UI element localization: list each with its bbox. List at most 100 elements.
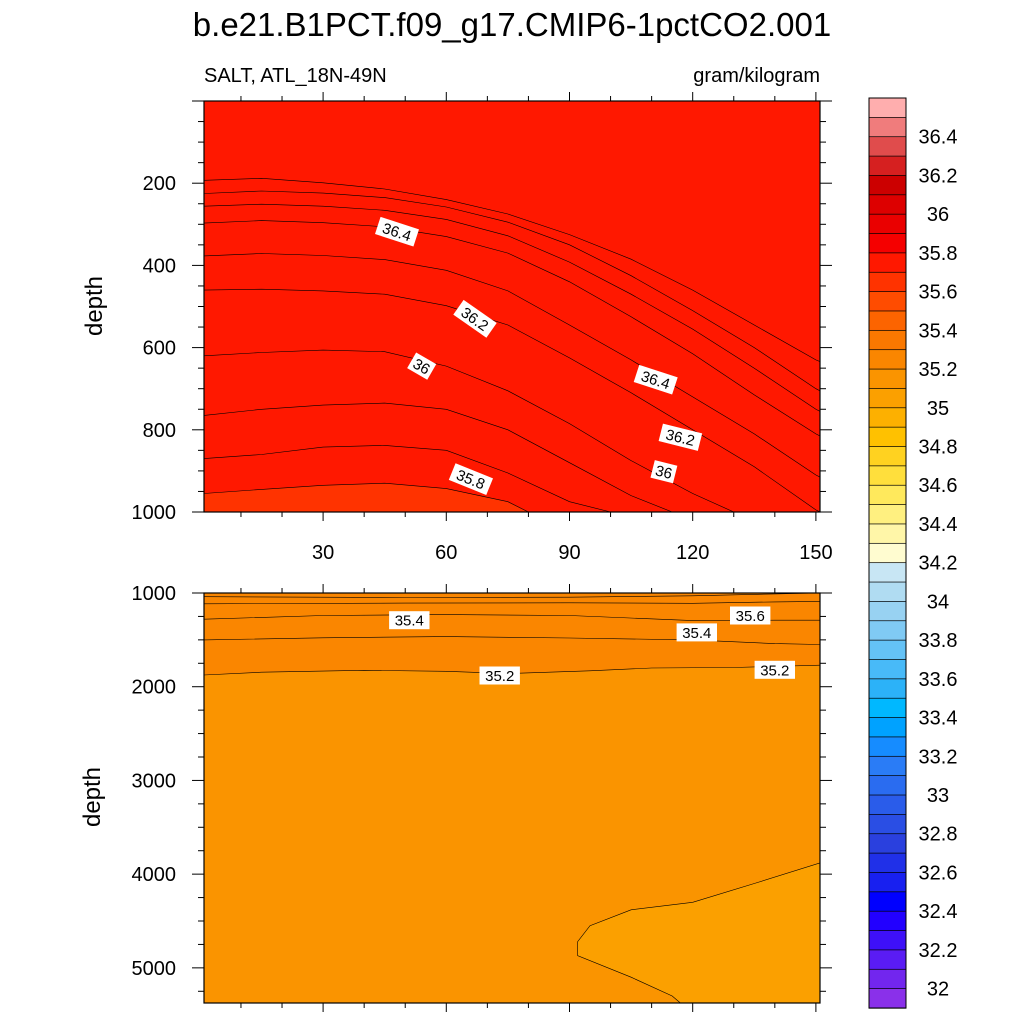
contour-label-box bbox=[658, 423, 703, 451]
y-tick-label: 4000 bbox=[132, 864, 177, 886]
colorbar-bin bbox=[868, 233, 907, 254]
upper-y-axis-label: depth bbox=[81, 276, 108, 336]
lower-contour-line bbox=[204, 601, 820, 605]
colorbar-bin bbox=[868, 271, 907, 293]
colorbar-label: 35 bbox=[927, 398, 949, 420]
colorbar-bin bbox=[868, 697, 907, 719]
upper-contour-label: 36 bbox=[407, 352, 437, 380]
contour-label-text: 36.2 bbox=[664, 426, 696, 450]
contour-label-text: 35.4 bbox=[682, 625, 711, 642]
colorbar-label: 36.4 bbox=[919, 127, 958, 149]
colorbar-label: 33 bbox=[927, 785, 949, 807]
contour-label-box bbox=[676, 623, 717, 642]
upper-contour-line bbox=[204, 203, 820, 412]
colorbar-label: 33.8 bbox=[919, 630, 958, 652]
x-tick-label: 90 bbox=[558, 542, 580, 564]
contour-label-box bbox=[479, 666, 520, 685]
colorbar-label: 34.6 bbox=[919, 475, 958, 497]
colorbar-bin bbox=[868, 542, 907, 564]
colorbar-label: 32.2 bbox=[919, 940, 958, 962]
upper-contour-line bbox=[204, 253, 820, 478]
lower-panel: 35.4 35.6 35.4 35.2 35.2 1000 2000 3000 4000 5000 bbox=[132, 583, 832, 1012]
colorbar-label: 32.4 bbox=[919, 901, 958, 923]
right-subtitle: gram/kilogram bbox=[693, 65, 820, 87]
colorbar-bin bbox=[868, 407, 907, 428]
colorbar-bin bbox=[868, 349, 907, 370]
colorbar-bin bbox=[868, 213, 907, 235]
colorbar: 36.4 36.2 36 35.8 35.6 35.4 35.2 35 34.8 34.6 34.4… bbox=[868, 97, 958, 1009]
colorbar-bin bbox=[868, 678, 907, 699]
y-tick-label: 1000 bbox=[132, 502, 177, 524]
y-tick-label: 1000 bbox=[132, 583, 177, 605]
upper-contour-line bbox=[204, 190, 820, 392]
colorbar-bin bbox=[868, 136, 907, 157]
colorbar-bin bbox=[868, 601, 907, 622]
upper-contour-line bbox=[204, 445, 611, 512]
lower-contour-band bbox=[204, 593, 820, 675]
chart-title: b.e21.B1PCT.f09_g17.CMIP6-1pctCO2.001 bbox=[193, 6, 831, 43]
lower-contour-label: 35.6 bbox=[730, 606, 771, 625]
lower-frame bbox=[203, 592, 821, 1004]
colorbar-label: 36 bbox=[927, 204, 949, 226]
colorbar-bin bbox=[868, 814, 907, 835]
colorbar-bin bbox=[868, 988, 907, 1009]
contour-label-text: 35.2 bbox=[485, 668, 514, 685]
colorbar-bin bbox=[868, 426, 907, 448]
contour-label-text: 36 bbox=[654, 462, 674, 483]
colorbar-label: 35.4 bbox=[919, 320, 958, 342]
contour-label-text: 35.2 bbox=[760, 662, 789, 679]
colorbar-bin bbox=[868, 775, 907, 796]
upper-contour-label: 36 bbox=[650, 460, 678, 484]
upper-contour-line bbox=[204, 177, 820, 362]
y-tick-label: 2000 bbox=[132, 677, 177, 699]
colorbar-bin bbox=[868, 446, 907, 467]
contour-label-box bbox=[730, 606, 771, 625]
lower-contour-line bbox=[204, 614, 820, 621]
colorbar-bin bbox=[868, 581, 907, 603]
colorbar-bin bbox=[868, 930, 907, 951]
x-tick-label: 150 bbox=[799, 542, 832, 564]
contour-label-box bbox=[633, 364, 678, 395]
colorbar-label: 32.6 bbox=[919, 862, 958, 884]
lower-y-axis-label: depth bbox=[79, 767, 106, 827]
colorbar-label: 33.2 bbox=[919, 746, 958, 768]
contour-label-text: 36 bbox=[410, 355, 433, 378]
colorbar-label: 33.4 bbox=[919, 708, 958, 730]
x-tick-label: 120 bbox=[676, 542, 709, 564]
colorbar-bin bbox=[868, 484, 907, 506]
lower-contour-label: 35.4 bbox=[676, 623, 717, 642]
contour-label-box bbox=[650, 460, 678, 484]
upper-contour-line bbox=[204, 288, 820, 512]
y-tick-label: 3000 bbox=[132, 770, 177, 792]
contour-label-box bbox=[754, 660, 795, 679]
colorbar-bin bbox=[868, 465, 907, 486]
colorbar-bin bbox=[868, 368, 907, 390]
colorbar-bin bbox=[868, 97, 907, 119]
colorbar-label: 34 bbox=[927, 591, 949, 613]
y-tick-label: 5000 bbox=[132, 958, 177, 980]
colorbar-bin bbox=[868, 949, 907, 970]
colorbar-bin bbox=[868, 794, 907, 816]
upper-contour-label: 36.2 bbox=[658, 423, 703, 451]
colorbar-bin bbox=[868, 194, 907, 215]
colorbar-bin bbox=[868, 639, 907, 661]
y-tick-label: 600 bbox=[143, 338, 176, 360]
colorbar-bin bbox=[868, 291, 907, 312]
contour-label-box bbox=[448, 463, 494, 496]
lower-contour-label: 35.2 bbox=[479, 666, 520, 685]
colorbar-bin bbox=[868, 736, 907, 757]
colorbar-label: 36.2 bbox=[919, 165, 958, 187]
colorbar-bin bbox=[868, 872, 907, 893]
colorbar-bin bbox=[868, 833, 907, 854]
colorbar-label: 35.6 bbox=[919, 282, 958, 304]
colorbar-label: 32.8 bbox=[919, 824, 958, 846]
colorbar-bin bbox=[868, 562, 907, 583]
y-tick-label: 800 bbox=[143, 420, 176, 442]
colorbar-label: 34.2 bbox=[919, 553, 958, 575]
y-tick-label: 400 bbox=[143, 255, 176, 277]
colorbar-bin bbox=[868, 252, 907, 273]
upper-contour-line bbox=[204, 402, 673, 512]
contour-label-text: 35.4 bbox=[395, 613, 424, 630]
